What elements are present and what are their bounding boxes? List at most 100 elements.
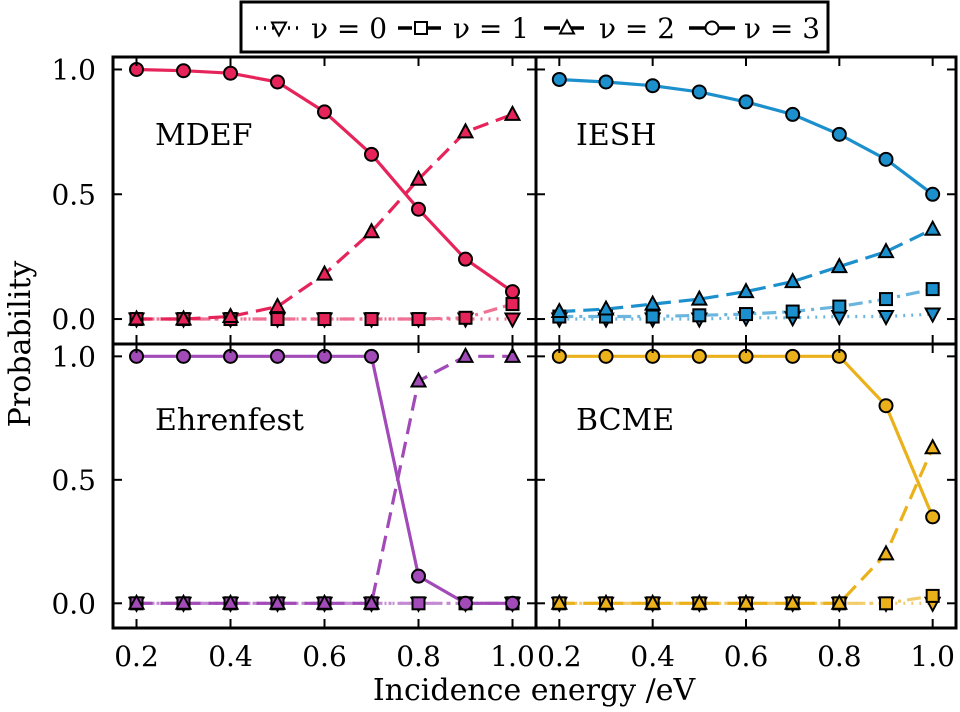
data-point-ehrenfest-v2-6 [409, 371, 428, 388]
data-point-iesh-v2-7 [877, 242, 895, 259]
data-point-iesh-v2-2 [643, 294, 662, 311]
panel-iesh: IESH [536, 57, 956, 344]
data-point-bcme-v2-0 [550, 593, 569, 610]
data-point-iesh-v3-7 [878, 151, 894, 167]
legend-marker-triangle-down [270, 21, 288, 38]
x-tick-label: 0.6 [302, 640, 347, 673]
x-tick-label: 0.6 [724, 640, 769, 673]
data-point-iesh-v3-6 [831, 126, 847, 142]
legend-label: ν = 2 [599, 12, 675, 45]
panel-mdef: MDEF [113, 57, 536, 344]
data-point-bcme-v2-1 [597, 593, 615, 610]
data-point-mdef-v2-8 [503, 104, 522, 121]
data-point-iesh-v1-4 [739, 307, 753, 322]
panel-label: IESH [576, 118, 656, 153]
data-point-iesh-v3-0 [551, 71, 567, 87]
data-point-iesh-v3-1 [598, 74, 614, 90]
data-point-ehrenfest-v1-6 [411, 596, 426, 611]
data-point-mdef-v2-4 [315, 264, 334, 281]
data-point-iesh-v3-3 [691, 84, 707, 100]
series-line-iesh-v2 [559, 227, 934, 314]
data-point-mdef-v0-8 [503, 312, 522, 329]
data-point-iesh-v1-3 [692, 308, 707, 323]
x-tick-label: 0.4 [208, 640, 253, 673]
data-point-iesh-v1-2 [645, 309, 660, 324]
data-point-ehrenfest-v2-7 [456, 346, 475, 363]
panel-bcme: BCME [536, 344, 956, 628]
series-line-mdef-v3 [136, 67, 514, 293]
data-point-bcme-v2-4 [737, 593, 755, 610]
data-point-mdef-v1-8 [505, 297, 520, 312]
legend-label: ν = 3 [744, 12, 820, 45]
x-axis-label: Incidence energy /eV [373, 673, 697, 708]
data-point-ehrenfest-v3-8 [505, 595, 520, 611]
x-tick-label: 0.8 [396, 640, 441, 673]
data-point-bcme-v3-3 [691, 348, 707, 364]
data-point-iesh-v2-1 [597, 299, 615, 316]
legend-label: ν = 1 [453, 12, 529, 45]
x-tick-label: 0.2 [537, 640, 582, 673]
x-tick-label: 1.0 [490, 640, 535, 673]
series-line-ehrenfest-v2 [136, 354, 513, 605]
data-point-bcme-v1-7 [879, 596, 893, 611]
data-point-iesh-v0-8 [923, 307, 942, 324]
series-line-bcme-v2 [559, 447, 935, 605]
data-point-bcme-v2-7 [877, 544, 895, 561]
data-point-ehrenfest-v3-3 [270, 348, 285, 364]
data-point-mdef-v3-1 [176, 63, 191, 79]
data-point-ehrenfest-v2-8 [503, 346, 522, 363]
y-axis-label: Probability [3, 261, 38, 428]
data-point-mdef-v3-7 [458, 251, 473, 267]
data-point-iesh-v3-4 [738, 94, 754, 110]
data-point-mdef-v1-6 [411, 312, 426, 327]
data-point-ehrenfest-v3-1 [176, 348, 191, 364]
data-point-mdef-v3-4 [317, 104, 332, 120]
data-point-bcme-v1-8 [925, 588, 940, 603]
legend-marker-circle [704, 20, 720, 36]
data-point-mdef-v2-3 [268, 296, 287, 314]
data-point-mdef-v2-1 [174, 309, 193, 326]
y-tick-label: 1.0 [51, 340, 96, 373]
data-point-bcme-v2-2 [643, 593, 662, 610]
data-point-iesh-v0-7 [877, 310, 895, 327]
data-point-iesh-v3-8 [925, 186, 941, 202]
data-point-iesh-v1-5 [785, 304, 800, 319]
data-point-mdef-v2-0 [127, 309, 146, 326]
data-point-iesh-v1-7 [879, 292, 893, 307]
y-tick-label: 0.0 [51, 587, 96, 620]
x-tick-label: 0.2 [114, 640, 159, 673]
data-point-bcme-v3-8 [925, 509, 941, 525]
data-point-ehrenfest-v2-0 [127, 593, 146, 610]
legend-marker-triangle-up [558, 18, 576, 35]
data-point-bcme-v2-5 [783, 593, 802, 610]
data-point-bcme-v2-3 [690, 593, 709, 610]
data-point-mdef-v3-2 [223, 65, 238, 81]
data-point-mdef-v3-5 [364, 146, 379, 162]
panel-label: BCME [576, 403, 674, 438]
panel-ehrenfest: Ehrenfest [113, 344, 536, 628]
y-tick-label: 0.0 [51, 303, 96, 336]
data-point-ehrenfest-v2-5 [362, 593, 381, 610]
data-point-ehrenfest-v2-2 [221, 593, 240, 610]
data-point-mdef-v2-7 [456, 122, 475, 139]
data-point-iesh-v2-6 [830, 257, 849, 274]
data-point-iesh-v1-6 [832, 299, 847, 314]
data-point-mdef-v2-5 [362, 222, 381, 239]
data-point-iesh-v2-0 [550, 301, 569, 319]
data-point-iesh-v2-5 [783, 271, 802, 289]
panel-label: MDEF [155, 118, 253, 153]
legend: ν = 0 ν = 1 ν = 2 ν = 3 [239, 0, 830, 54]
x-tick-label: 1.0 [910, 640, 955, 673]
data-point-ehrenfest-v2-1 [174, 593, 193, 610]
legend-label: ν = 0 [311, 12, 387, 45]
data-point-iesh-v2-8 [923, 219, 942, 236]
series-line-ehrenfest-v3 [136, 354, 513, 605]
y-tick-label: 1.0 [51, 53, 96, 86]
y-tick-label: 0.5 [51, 178, 96, 211]
data-point-mdef-v2-2 [221, 306, 240, 324]
data-point-bcme-v2-8 [923, 438, 942, 455]
x-tick-label: 0.8 [817, 640, 862, 673]
data-point-iesh-v1-8 [925, 282, 940, 297]
data-point-mdef-v3-6 [411, 201, 426, 217]
